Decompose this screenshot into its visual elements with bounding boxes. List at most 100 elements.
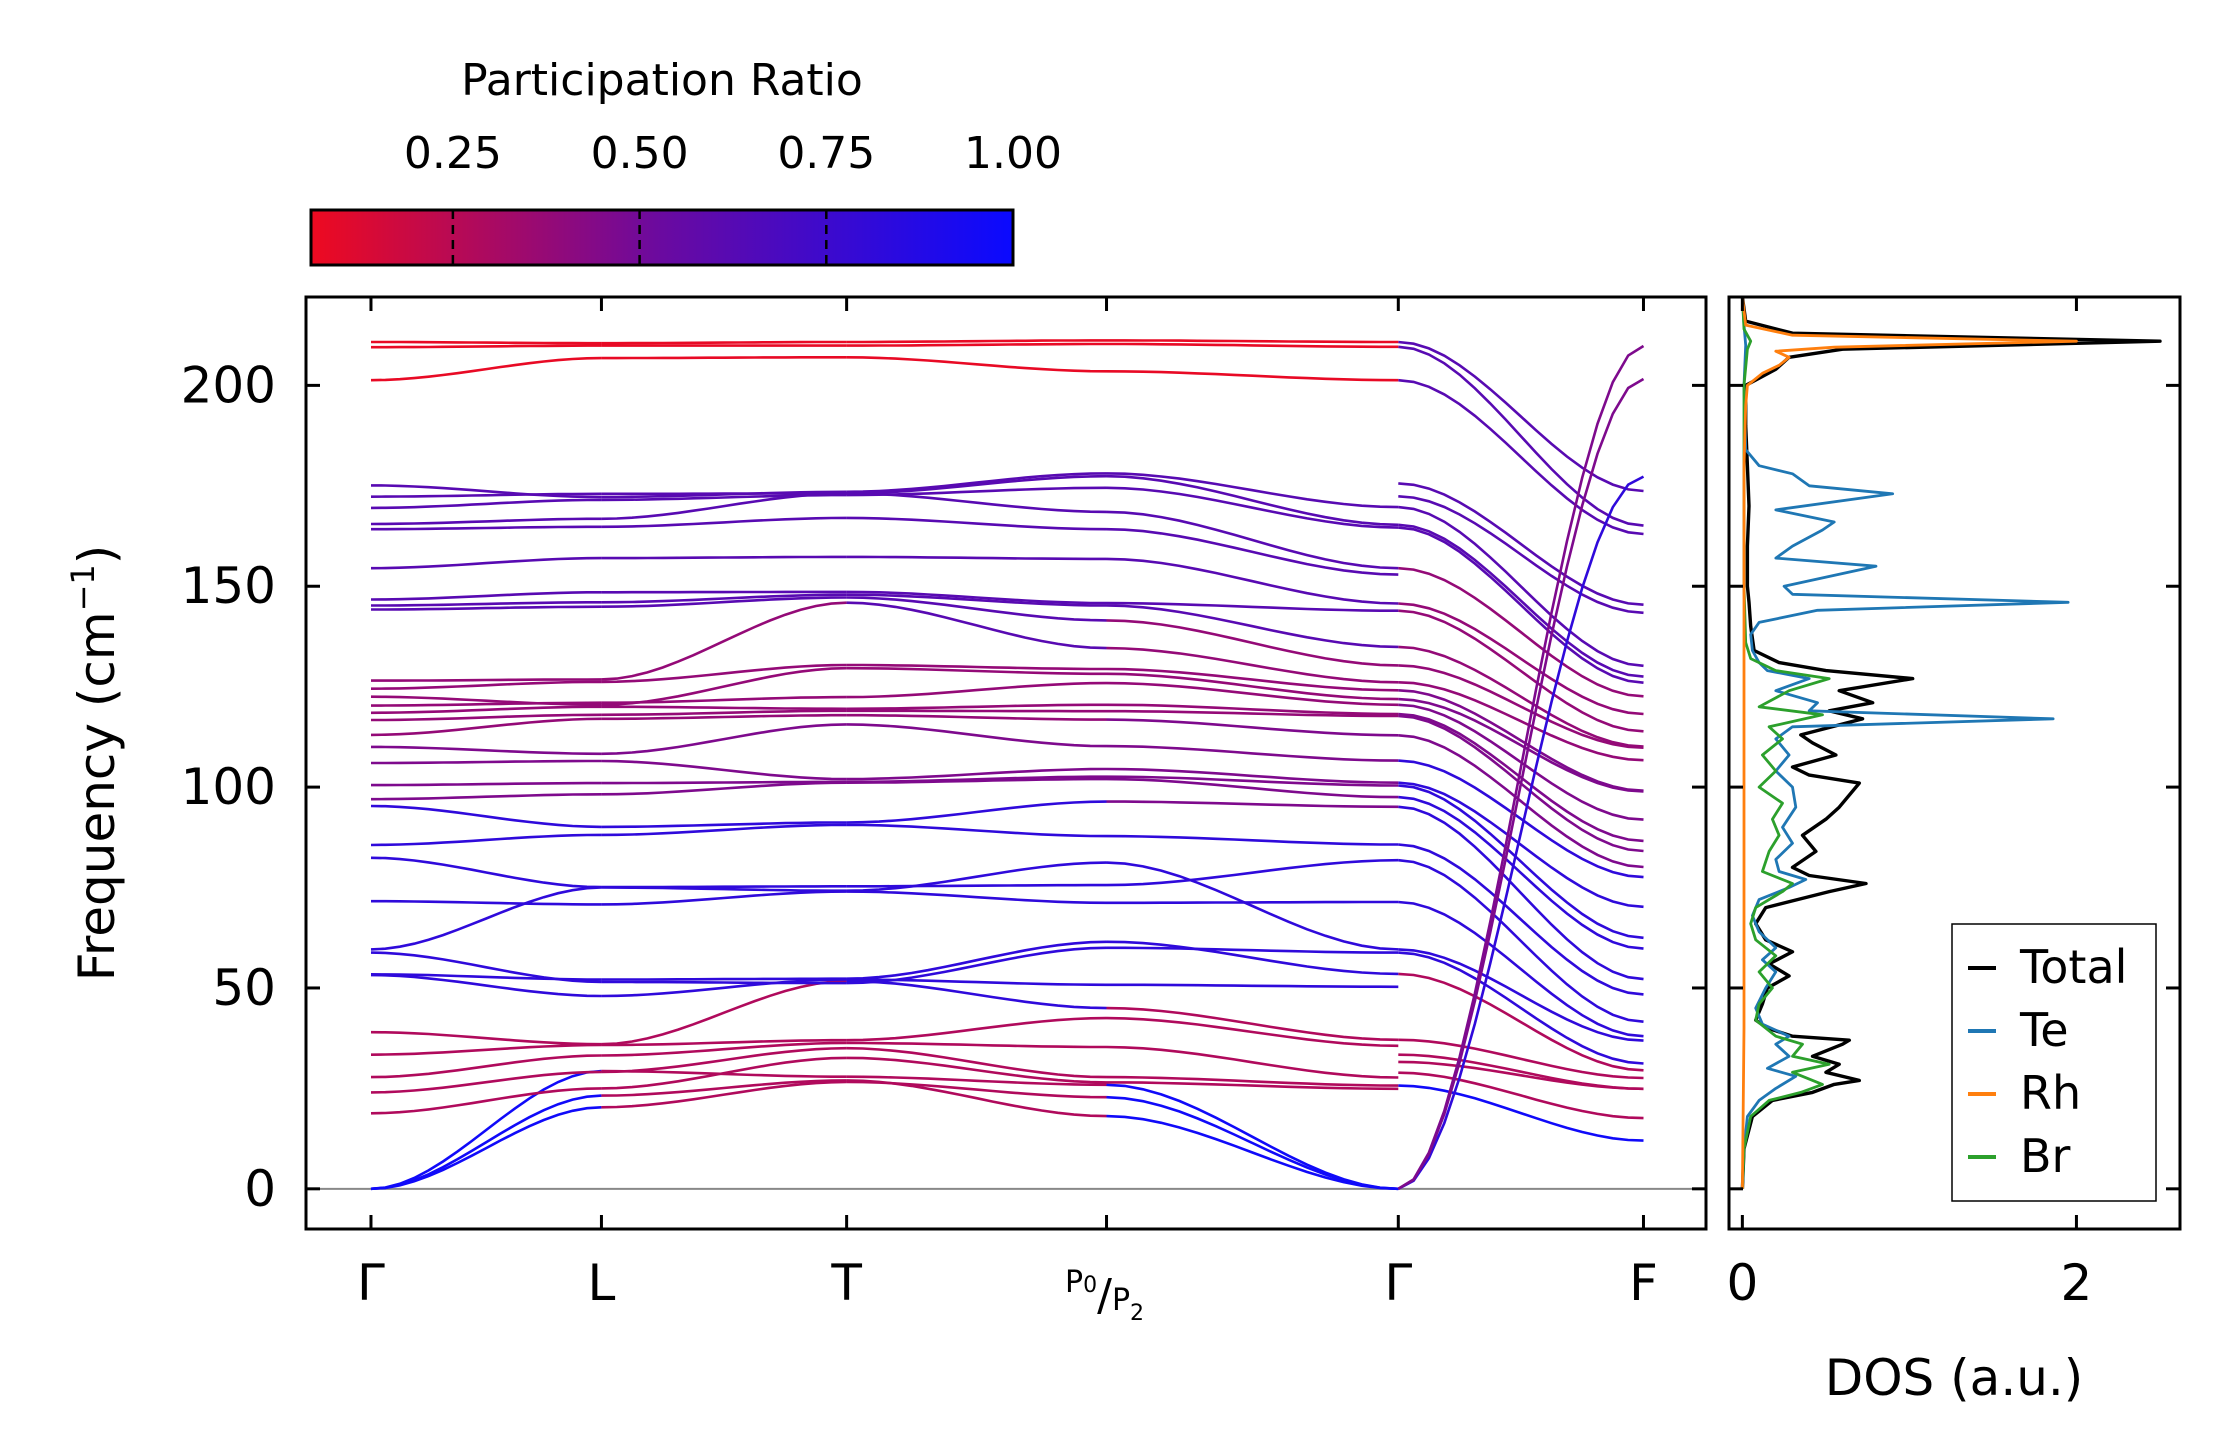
phonon-band-segment (846, 1016, 1107, 1042)
phonon-band-segment (1398, 1053, 1644, 1091)
phonon-band-segment (846, 492, 1107, 514)
phonon-band-segment (1398, 1084, 1644, 1142)
colorbar-tick-label: 1.00 (964, 128, 1062, 179)
phonon-band-segment (601, 1038, 847, 1047)
phonon-band-segment (846, 601, 1107, 650)
phonon-band-segment (1397, 344, 1645, 1190)
phonon-band-segment (1398, 609, 1644, 733)
dos-curve-rh (1741, 297, 2078, 1189)
phonon-band-segment (1106, 557, 1399, 605)
phonon-band-segment (1106, 667, 1399, 692)
phonon-band-segment (601, 593, 847, 604)
phonon-band-segment (1398, 1038, 1644, 1080)
phonon-band-segment (601, 709, 847, 717)
legend-box (1951, 923, 2157, 1202)
phonon-band-segment (601, 1046, 847, 1074)
phonon-band-segment (370, 680, 602, 690)
phonon-band-segment (1106, 861, 1399, 951)
phonon-band-segment (846, 486, 1107, 497)
phonon-band-segment (846, 472, 1107, 494)
phonon-band-segment (1106, 672, 1399, 701)
phonon-band-segment (1106, 775, 1399, 787)
phonon-band-segment (1397, 475, 1645, 1190)
phonon-band-segment (601, 555, 847, 560)
phonon-band-segment (846, 1080, 1107, 1099)
phonon-band-segment (1106, 946, 1399, 954)
band-y-tick-label: 150 (181, 557, 276, 615)
phonon-band-segment (370, 886, 602, 951)
phonon-band-segment (1106, 646, 1399, 684)
phonon-band-segment (1398, 526, 1644, 684)
phonon-band-segment (601, 823, 847, 837)
phonon-band-segment (1398, 948, 1644, 1042)
phonon-band-segment (846, 474, 1107, 495)
phonon-band-segment (370, 1094, 602, 1191)
phonon-band-segment (1106, 619, 1399, 667)
phonon-band-segment (1106, 681, 1399, 707)
phonon-band-segment (1398, 378, 1644, 536)
dos-axes-frame (1727, 295, 2182, 1231)
phonon-band-segment (1398, 1071, 1644, 1120)
phonon-band-segment (371, 899, 602, 906)
phonon-band-segment (846, 590, 1107, 605)
phonon-band-segment (1106, 1095, 1399, 1191)
phonon-band-segment (1106, 1045, 1399, 1079)
phonon-band-segment (601, 493, 847, 502)
phonon-band-segment (601, 663, 847, 684)
phonon-band-segment (1398, 795, 1644, 950)
phonon-band-segment (1106, 510, 1399, 570)
dos-curve-te (1741, 297, 2070, 1189)
phonon-band-segment (370, 695, 602, 707)
phonon-band-segment (1106, 718, 1399, 737)
phonon-band-segment (846, 979, 1107, 1010)
phonon-band-segment (601, 890, 847, 906)
phonon-band-segment (846, 775, 1107, 784)
phonon-band-segment (601, 490, 847, 499)
band-x-tick-label: L (588, 1254, 616, 1312)
phonon-band-segment (1106, 527, 1399, 576)
dos-x-axis-label: DOS (a.u.) (1825, 1349, 2084, 1407)
phonon-band-segment (1398, 495, 1644, 615)
band-structure-panel: 0 50 100 150 200 Γ L T P0/P2 Γ F Frequency (cm−1) (64, 295, 1708, 1326)
band-x-tick-label: T (830, 1254, 862, 1312)
phonon-band-segment (601, 978, 847, 998)
phonon-band-segment (370, 1070, 602, 1094)
phonon-band-segment (1106, 1114, 1399, 1191)
phonon-band-segment (370, 517, 602, 526)
phonon-band-segment (1398, 689, 1644, 792)
phonon-band-segment (846, 516, 1107, 531)
phonon-band-segment (846, 861, 1107, 892)
phonon-band-segment (1398, 482, 1644, 606)
phonon-band-segment (370, 591, 602, 601)
phonon-band-segment (371, 605, 602, 611)
phonon-band-segment (1398, 664, 1644, 749)
dos-curve-total (1740, 297, 2162, 1189)
phonon-band-segment (601, 1041, 847, 1057)
phonon-band-segment (846, 681, 1107, 699)
phonon-band-segment (371, 601, 602, 607)
phonon-band-segment (1106, 900, 1399, 905)
phonon-band-segment (846, 596, 1107, 622)
phonon-band-segment (846, 339, 1107, 344)
phonon-band-segment (371, 713, 602, 722)
phonon-band-segment (846, 800, 1107, 824)
phonon-band-segment (370, 484, 602, 499)
phonon-band-segment (1398, 900, 1644, 1038)
dos-legend: Total Te Rh Br (1951, 923, 2157, 1202)
phonon-band-segment (1106, 474, 1399, 527)
phonon-band-segment (601, 723, 847, 756)
phonon-band-segment (1398, 734, 1644, 869)
phonon-band-segment (1106, 703, 1399, 716)
band-y-ticks: 0 50 100 150 200 (181, 356, 1706, 1218)
phonon-band-segment (1106, 339, 1399, 344)
phonon-band-segment (370, 804, 602, 829)
phonon-band-segment (370, 1030, 602, 1046)
phonon-band-segment (370, 356, 602, 382)
phonon-band-segment (846, 1075, 1107, 1087)
phonon-band-segment (846, 555, 1107, 561)
phonon-band-segment (1106, 767, 1399, 784)
phonon-band-segment (601, 980, 847, 985)
band-y-tick-label: 200 (181, 356, 276, 414)
phonon-band-segment (371, 781, 602, 787)
